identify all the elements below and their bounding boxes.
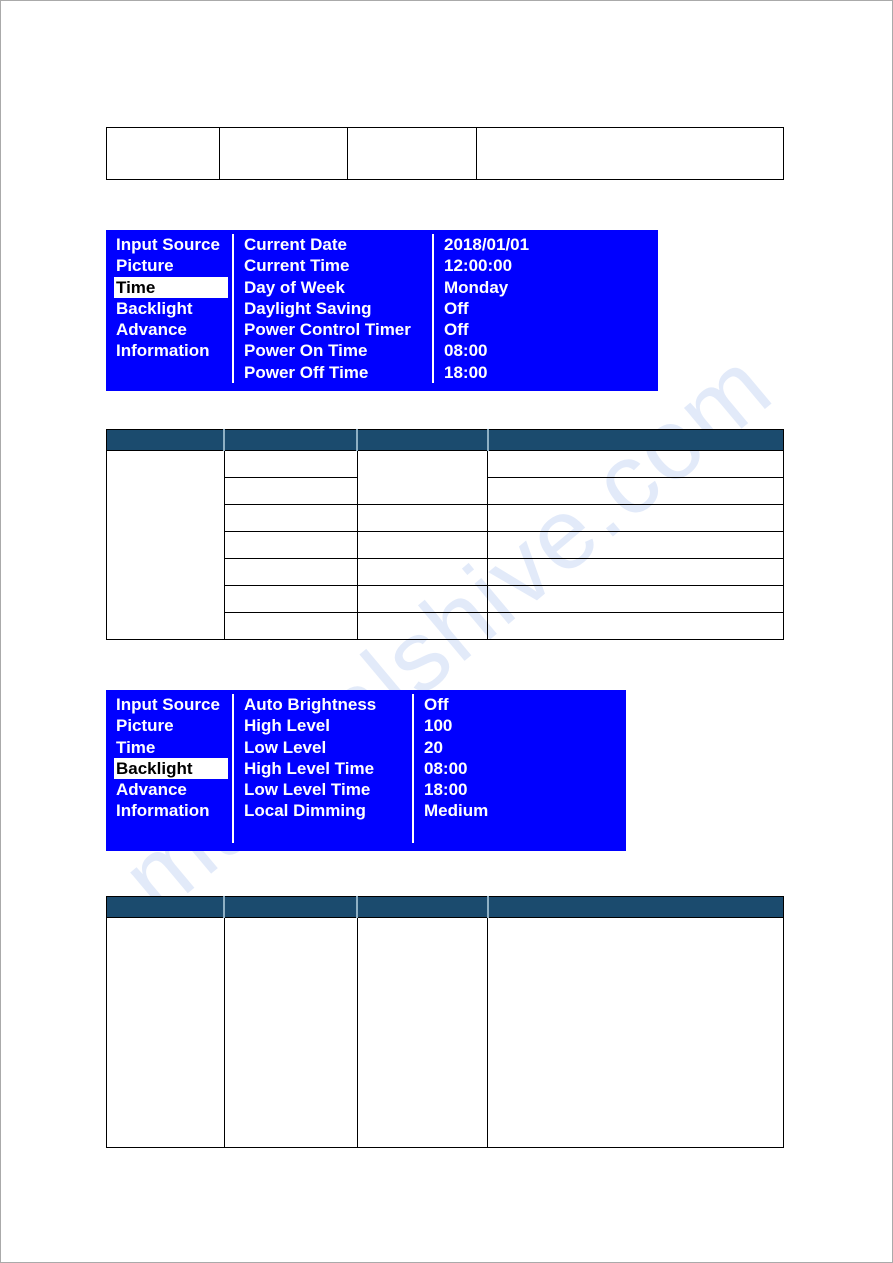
setting-value-power-off-time[interactable]: 18:00 [442, 362, 606, 383]
setting-blank-row [422, 822, 586, 843]
mid-table-cell [488, 532, 784, 559]
setting-label-power-control-timer: Power Control Timer [242, 319, 424, 340]
sidebar-item-advance[interactable]: Advance [114, 779, 226, 800]
setting-label-low-level-time: Low Level Time [242, 779, 404, 800]
mid-table-header-cell [357, 430, 488, 451]
top-empty-table [106, 127, 784, 180]
bottom-table-cell [224, 918, 357, 1148]
mid-table-header-cell [224, 430, 357, 451]
setting-value-power-on-time[interactable]: 08:00 [442, 340, 606, 361]
mid-table-cell [224, 478, 357, 505]
mid-table-cell [488, 586, 784, 613]
setting-label-high-level: High Level [242, 715, 404, 736]
mid-table-cell [488, 478, 784, 505]
sidebar-item-input-source[interactable]: Input Source [114, 694, 226, 715]
setting-value-daylight-saving[interactable]: Off [442, 298, 606, 319]
mid-table-cell [357, 559, 488, 586]
mid-table-cell [224, 451, 357, 478]
osd-panel-time: Input Source Picture Time Backlight Adva… [106, 230, 658, 391]
top-table-cell [347, 128, 477, 180]
setting-blank-row [242, 822, 404, 843]
mid-table-cell [357, 532, 488, 559]
mid-table-header-cell [107, 430, 225, 451]
sidebar-item-information[interactable]: Information [114, 800, 226, 821]
osd-values-column: 2018/01/01 12:00:00 Monday Off Off 08:00… [434, 234, 614, 383]
sidebar-item-picture[interactable]: Picture [114, 715, 226, 736]
bottom-spec-table [106, 896, 784, 1148]
sidebar-item-time[interactable]: Time [114, 277, 228, 298]
setting-value-low-level[interactable]: 20 [422, 737, 586, 758]
mid-table-cell [224, 532, 357, 559]
mid-spec-table [106, 429, 784, 640]
mid-table-cell [224, 505, 357, 532]
osd-sidebar: Input Source Picture Time Backlight Adva… [106, 694, 234, 843]
mid-table-header-cell [488, 430, 784, 451]
setting-label-local-dimming: Local Dimming [242, 800, 404, 821]
setting-label-day-of-week: Day of Week [242, 277, 424, 298]
mid-table-cell [357, 505, 488, 532]
sidebar-item-information[interactable]: Information [114, 340, 226, 361]
mid-table-cell [224, 586, 357, 613]
bottom-table-header-cell [224, 897, 357, 918]
osd-values-column: Off 100 20 08:00 18:00 Medium [414, 694, 594, 843]
bottom-table-header-cell [107, 897, 225, 918]
bottom-table-cell [488, 918, 784, 1148]
top-table-cell [107, 128, 220, 180]
setting-value-day-of-week[interactable]: Monday [442, 277, 606, 298]
osd-labels-column: Current Date Current Time Day of Week Da… [234, 234, 434, 383]
setting-label-current-date: Current Date [242, 234, 424, 255]
setting-value-low-level-time[interactable]: 18:00 [422, 779, 586, 800]
mid-table-cell [357, 451, 488, 505]
bottom-table-cell [357, 918, 488, 1148]
sidebar-item-backlight[interactable]: Backlight [114, 298, 226, 319]
setting-label-current-time: Current Time [242, 255, 424, 276]
sidebar-item-picture[interactable]: Picture [114, 255, 226, 276]
sidebar-item-backlight[interactable]: Backlight [114, 758, 228, 779]
sidebar-item-time[interactable]: Time [114, 737, 226, 758]
setting-label-power-on-time: Power On Time [242, 340, 424, 361]
sidebar-item-input-source[interactable]: Input Source [114, 234, 226, 255]
mid-table-cell [357, 586, 488, 613]
setting-label-auto-brightness: Auto Brightness [242, 694, 404, 715]
sidebar-item-advance[interactable]: Advance [114, 319, 226, 340]
mid-table-cell [488, 613, 784, 640]
setting-value-current-time[interactable]: 12:00:00 [442, 255, 606, 276]
mid-table-cell [488, 505, 784, 532]
setting-value-power-control-timer[interactable]: Off [442, 319, 606, 340]
setting-value-local-dimming[interactable]: Medium [422, 800, 586, 821]
mid-table-cell [224, 613, 357, 640]
osd-labels-column: Auto Brightness High Level Low Level Hig… [234, 694, 414, 843]
bottom-table-header-cell [488, 897, 784, 918]
mid-table-cell [488, 451, 784, 478]
setting-value-current-date[interactable]: 2018/01/01 [442, 234, 606, 255]
setting-value-auto-brightness[interactable]: Off [422, 694, 586, 715]
mid-table-cell [488, 559, 784, 586]
bottom-table-header-cell [357, 897, 488, 918]
setting-value-high-level[interactable]: 100 [422, 715, 586, 736]
mid-table-cell [107, 451, 225, 640]
osd-panel-backlight: Input Source Picture Time Backlight Adva… [106, 690, 626, 851]
setting-value-high-level-time[interactable]: 08:00 [422, 758, 586, 779]
top-table-cell [219, 128, 347, 180]
bottom-table-cell [107, 918, 225, 1148]
mid-table-cell [357, 613, 488, 640]
mid-table-cell [224, 559, 357, 586]
top-table-cell [477, 128, 784, 180]
setting-label-high-level-time: High Level Time [242, 758, 404, 779]
osd-sidebar: Input Source Picture Time Backlight Adva… [106, 234, 234, 383]
setting-label-power-off-time: Power Off Time [242, 362, 424, 383]
setting-label-low-level: Low Level [242, 737, 404, 758]
setting-label-daylight-saving: Daylight Saving [242, 298, 424, 319]
